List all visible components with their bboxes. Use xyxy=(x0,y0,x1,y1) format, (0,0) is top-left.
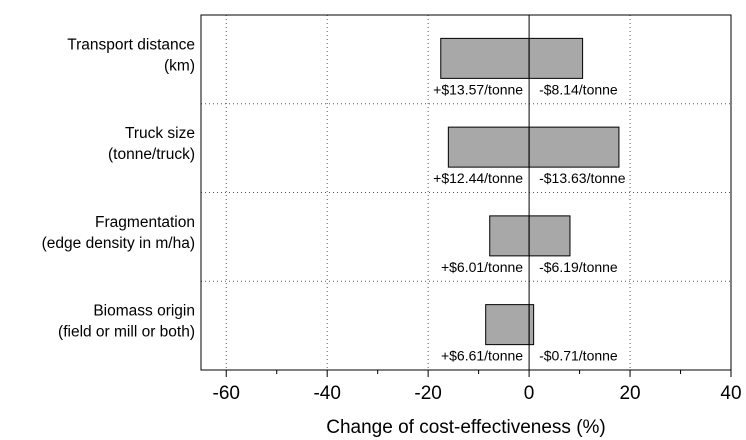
chart-rows: Transport distance (km) +$13.57/tonne -$8.1… xyxy=(42,36,626,363)
chart-row: Transport distance (km) +$13.57/tonne -$8.1… xyxy=(67,36,618,97)
x-tick-label: 20 xyxy=(619,383,640,404)
category-label-sub: (edge density in m/ha) xyxy=(42,235,195,252)
category-label-sub: (tonne/truck) xyxy=(108,146,195,163)
bar-label-right: -$8.14/tonne xyxy=(539,81,618,97)
category-label-sub: (km) xyxy=(164,57,195,74)
x-tick-label: 40 xyxy=(720,383,741,404)
x-axis-label: Change of cost-effectiveness (%) xyxy=(326,417,606,438)
bar-label-right: -$13.63/tonne xyxy=(539,170,626,186)
chart-row: Truck size (tonne/truck) +$12.44/tonne -$13… xyxy=(108,125,626,186)
x-tick-label: -60 xyxy=(213,383,240,404)
bar-negative xyxy=(447,126,530,168)
bar-label-right: -$6.19/tonne xyxy=(539,259,618,275)
x-axis: -60 -40 -20 0 20 40 xyxy=(213,370,742,404)
grid-lines xyxy=(201,15,731,370)
bar-positive xyxy=(528,304,535,346)
category-label: Transport distance xyxy=(67,36,195,53)
bar-negative xyxy=(489,215,530,257)
bar-negative xyxy=(485,304,530,346)
plot-frame xyxy=(200,14,732,371)
category-label-sub: (field or mill or both) xyxy=(58,324,195,341)
chart-row: Fragmentation (edge density in m/ha) +$6.0… xyxy=(42,214,618,275)
bar-label-left: +$12.44/tonne xyxy=(433,170,523,186)
chart-row: Biomass origin (field or mill or both) +$6… xyxy=(58,303,618,364)
bar-positive xyxy=(528,215,571,257)
category-label: Fragmentation xyxy=(95,214,195,231)
bar-label-right: -$0.71/tonne xyxy=(539,348,618,364)
bar-label-left: +$6.01/tonne xyxy=(441,259,523,275)
x-tick-label: -40 xyxy=(313,383,340,404)
category-label: Biomass origin xyxy=(93,303,195,320)
bar-positive xyxy=(528,37,584,79)
x-tick-label: -20 xyxy=(414,383,441,404)
bar-label-left: +$6.61/tonne xyxy=(441,348,523,364)
x-tick-label: 0 xyxy=(524,383,535,404)
bar-label-left: +$13.57/tonne xyxy=(433,81,523,97)
bar-negative xyxy=(440,37,530,79)
category-label: Truck size xyxy=(125,125,195,142)
bar-positive xyxy=(528,126,620,168)
